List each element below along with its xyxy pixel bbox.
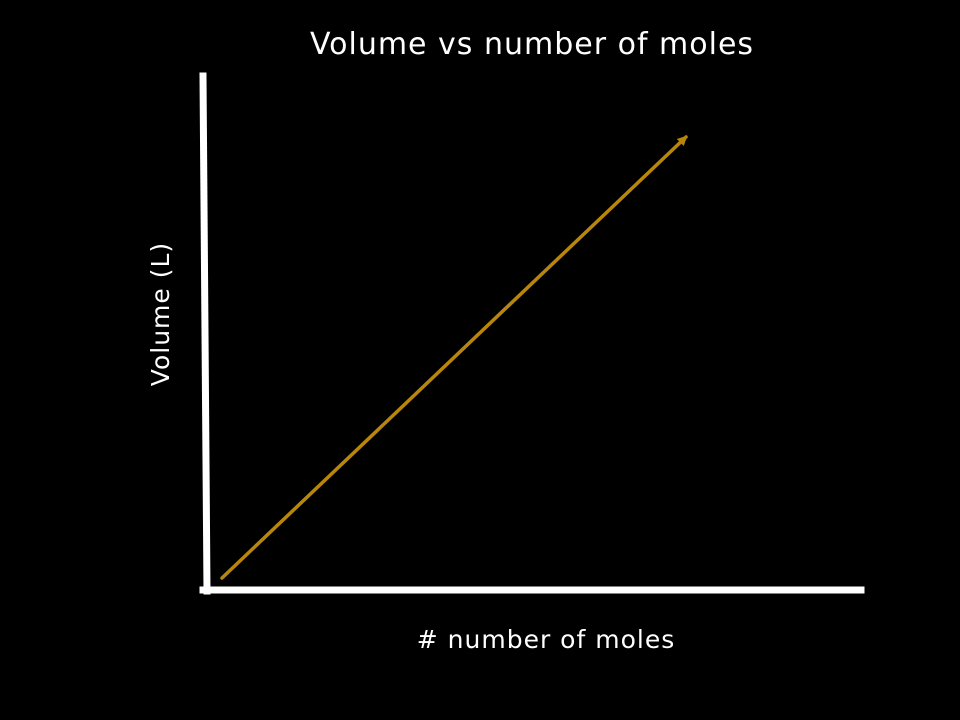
chart-title: Volume vs number of moles xyxy=(310,27,754,62)
series-layer xyxy=(220,135,688,580)
y-axis-line xyxy=(199,72,211,595)
series-line-1 xyxy=(220,135,688,580)
x-axis-label: # number of moles xyxy=(417,625,675,654)
y-axis-label: Volume (L) xyxy=(146,242,175,386)
